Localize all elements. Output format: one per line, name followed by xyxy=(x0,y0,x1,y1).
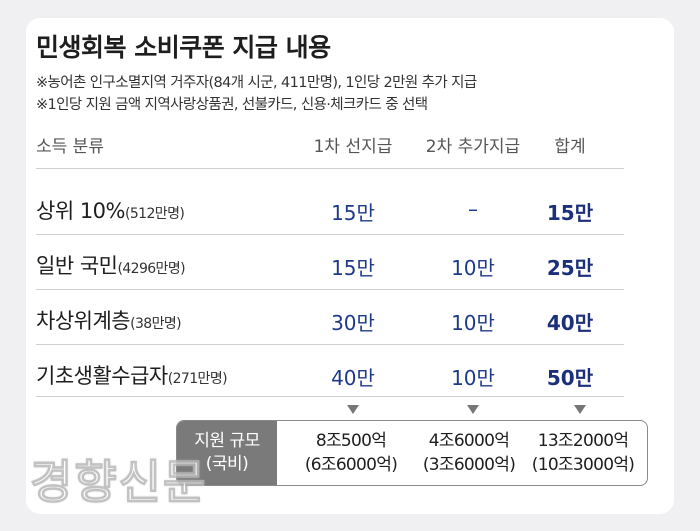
divider xyxy=(36,168,624,169)
support-scale-box: 지원 규모 (국비) 8조500억 (6조6000억) 4조6000억 (3조6… xyxy=(176,420,648,486)
down-triangle-icon xyxy=(467,405,479,414)
row-label-general: 일반 국민(4296만명) xyxy=(36,254,186,278)
watermark-logo: 경향신문 xyxy=(29,455,208,510)
note-1: ※농어촌 인구소멸지역 거주자(84개 시군, 411만명), 1인당 2만원 … xyxy=(36,75,477,91)
scale-first: 8조500억 (6조6000억) xyxy=(304,431,398,475)
support-scale-label: 지원 규모 (국비) xyxy=(177,421,277,485)
scale-total: 13조2000억 (10조3000억) xyxy=(531,431,635,475)
down-triangle-icon xyxy=(574,405,586,414)
row-general-second: 10만 xyxy=(451,256,495,280)
row-near-poor-total: 40만 xyxy=(546,311,594,335)
row-near-poor-second: 10만 xyxy=(451,311,495,335)
row-basic-livelihood-total: 50만 xyxy=(546,366,594,390)
scale-second: 4조6000억 (3조6000억) xyxy=(422,431,516,475)
row-general-first: 15만 xyxy=(331,256,375,280)
row-basic-livelihood-first: 40만 xyxy=(331,366,375,390)
note-2: ※1인당 지원 금액 지역사랑상품권, 선불카드, 신용·체크카드 중 선택 xyxy=(36,97,428,113)
header-category: 소득 분류 xyxy=(36,137,104,157)
row-top10-second: – xyxy=(468,197,478,221)
row-label-top10: 상위 10%(512만명) xyxy=(36,199,185,223)
row-top10-total: 15만 xyxy=(546,201,594,225)
row-top10-first: 15만 xyxy=(331,201,375,225)
header-first: 1차 선지급 xyxy=(313,137,393,157)
header-second: 2차 추가지급 xyxy=(425,137,521,157)
divider xyxy=(36,396,624,397)
row-label-near-poor: 차상위계층(38만명) xyxy=(36,309,182,333)
divider xyxy=(36,289,624,290)
page-title: 민생회복 소비쿠폰 지급 내용 xyxy=(36,33,331,62)
row-general-total: 25만 xyxy=(546,256,594,280)
row-label-basic-livelihood: 기초생활수급자(271만명) xyxy=(36,364,228,388)
row-near-poor-first: 30만 xyxy=(331,311,375,335)
down-triangle-icon xyxy=(347,405,359,414)
divider xyxy=(36,234,624,235)
header-total: 합계 xyxy=(554,137,586,157)
divider xyxy=(36,344,624,345)
row-basic-livelihood-second: 10만 xyxy=(451,366,495,390)
